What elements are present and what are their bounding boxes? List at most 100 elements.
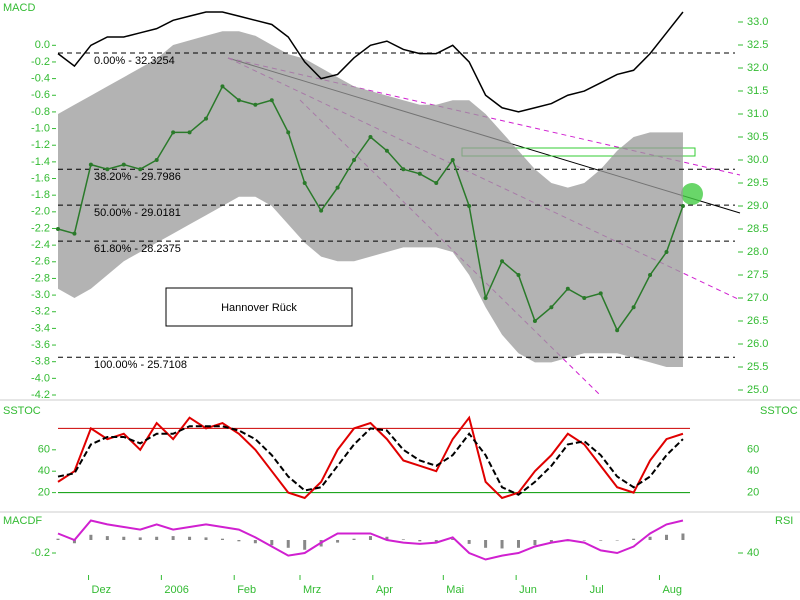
y2-tick-label: -2.0 — [31, 206, 50, 218]
macdf-bar — [270, 540, 274, 546]
x-tick-label: Aug — [662, 584, 682, 596]
price-point — [269, 98, 274, 103]
price-point — [220, 84, 225, 89]
macdf-bar — [582, 540, 586, 541]
y2-tick-label: -0.6 — [31, 89, 50, 101]
macdf-bar — [138, 537, 142, 540]
price-point — [615, 328, 620, 333]
y2-tick-label: -0.4 — [31, 73, 50, 85]
fib-label: 100.00% - 25.7108 — [94, 359, 187, 371]
y-tick-label: 32.0 — [747, 62, 768, 74]
price-point — [631, 305, 636, 310]
macdf-bar — [171, 536, 175, 540]
y-tick-label: 25.5 — [747, 361, 768, 373]
y2-tick-label: -2.4 — [31, 239, 50, 251]
fib-label: 50.00% - 29.0181 — [94, 207, 181, 219]
macdf-bar — [533, 540, 537, 546]
y2-tick-label: 40 — [747, 547, 759, 559]
macdf-bar — [155, 536, 159, 540]
y-tick-label: 26.5 — [747, 315, 768, 327]
price-point — [286, 130, 291, 135]
y-tick-label: 40 — [38, 465, 50, 477]
y-tick-label: 33.0 — [747, 16, 768, 28]
chart-title: Hannover Rück — [221, 302, 297, 314]
y-tick-label: 27.5 — [747, 269, 768, 281]
macdf-bar — [467, 540, 471, 544]
y-tick-label: 20 — [38, 487, 50, 499]
fib-label: 0.00% - 32.3254 — [94, 55, 175, 67]
y2-tick-label: -4.0 — [31, 372, 50, 384]
x-tick-label: Apr — [376, 584, 393, 596]
y2-tick-label: -3.0 — [31, 289, 50, 301]
macdf-bar — [516, 540, 520, 548]
price-point — [204, 116, 209, 121]
macdf-bar — [352, 538, 356, 540]
y-tick-label: 28.0 — [747, 246, 768, 258]
macdf-bar — [500, 540, 504, 549]
macdf-bar — [105, 536, 109, 540]
x-tick-label: Jun — [519, 584, 537, 596]
y-tick-label: 29.0 — [747, 200, 768, 212]
x-tick-label: Jul — [590, 584, 604, 596]
title-box — [165, 287, 353, 327]
price-point — [352, 158, 357, 162]
marker-circle — [681, 183, 703, 205]
x-tick-label: Feb — [237, 584, 256, 596]
price-point — [319, 208, 324, 213]
price-point — [105, 167, 110, 172]
macdf-bar — [385, 536, 389, 540]
macdf-bar — [336, 540, 340, 543]
macdf-bar — [665, 534, 669, 540]
y2-tick-label: -0.8 — [31, 106, 50, 118]
y2-tick-label: -3.8 — [31, 356, 50, 368]
y2-tick-label: -3.6 — [31, 339, 50, 351]
price-point — [302, 181, 307, 185]
macdf-bar — [237, 540, 241, 542]
y-tick-label: -0.2 — [31, 547, 50, 559]
price-point — [680, 204, 685, 208]
y-tick-label: 28.5 — [747, 223, 768, 235]
macdf-bar — [72, 540, 76, 544]
price-point — [72, 231, 77, 236]
macdf-bar — [484, 540, 488, 548]
price-point — [434, 181, 439, 185]
price-point — [171, 130, 176, 135]
y2-tick-label: -2.2 — [31, 222, 50, 234]
price-point — [516, 273, 521, 277]
macdf-bar — [89, 534, 93, 540]
macdf-bar — [303, 540, 307, 550]
x-tick-label: Dez — [92, 584, 112, 596]
x-tick-label: Mrz — [303, 584, 321, 596]
price-point — [483, 296, 488, 300]
price-point — [88, 162, 93, 167]
price-point — [549, 305, 554, 310]
y-tick-label: 32.5 — [747, 39, 768, 51]
price-point — [417, 171, 422, 176]
y2-tick-label: -0.2 — [31, 56, 50, 68]
y2-tick-label: -1.0 — [31, 122, 50, 134]
series-line — [57, 11, 684, 113]
macdf-bar — [615, 540, 619, 541]
price-point — [187, 130, 192, 135]
y-tick-label: 31.5 — [747, 85, 768, 97]
macdf-bar — [681, 533, 685, 540]
macdf-bar — [220, 538, 224, 540]
y2-tick-label: -1.8 — [31, 189, 50, 201]
macdf-bar — [188, 536, 192, 540]
fib-label: 61.80% - 28.2375 — [94, 243, 181, 255]
y2-tick-label: -1.2 — [31, 139, 50, 151]
y-tick-label: 20 — [747, 487, 759, 499]
price-point — [648, 273, 653, 277]
macdf-bar — [204, 537, 208, 540]
macdf-bar — [599, 540, 603, 541]
macdf-bar — [434, 540, 438, 542]
price-point — [467, 204, 472, 208]
y-tick-label: 25.0 — [747, 384, 768, 396]
panel-label: MACD — [3, 2, 35, 14]
price-point — [664, 250, 669, 254]
price-point — [335, 185, 340, 190]
rsi-line — [57, 519, 684, 561]
x-tick-label: 2006 — [164, 584, 188, 596]
y-tick-label: 30.5 — [747, 131, 768, 143]
